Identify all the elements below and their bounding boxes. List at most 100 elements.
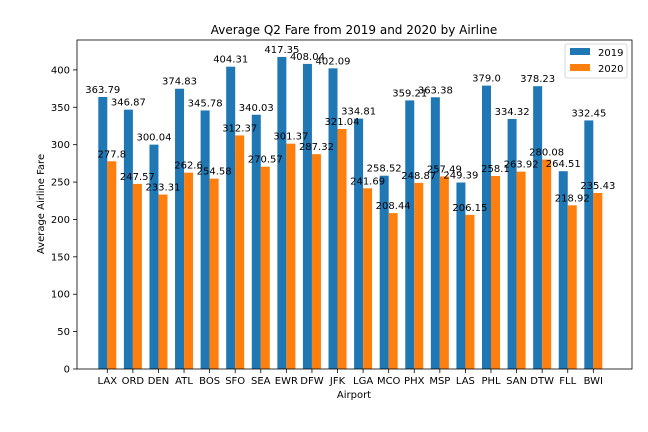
bar-2020-ewr — [286, 143, 296, 369]
bar-2019-bos — [200, 110, 210, 369]
bar-2019-jfk — [328, 68, 338, 369]
bar-2019-fll — [558, 171, 568, 369]
x-tick-label-bos: BOS — [199, 376, 220, 387]
data-label-2019-jfk: 402.09 — [316, 56, 351, 67]
data-label-2019-mco: 258.52 — [367, 164, 402, 175]
y-axis: 0 50 100 150 200 250 300 350 400 — [51, 65, 77, 376]
y-tick-label: 0 — [64, 365, 70, 376]
bars-group — [98, 56, 603, 370]
data-label-2019-den: 300.04 — [136, 133, 171, 144]
data-label-2020-bos: 254.58 — [197, 167, 232, 178]
y-axis-title: Average Airline Fare — [36, 154, 47, 254]
data-label-2020-dfw: 287.32 — [299, 142, 334, 153]
data-label-2020-lax: 277.8 — [97, 149, 126, 160]
bar-2019-san — [507, 119, 517, 370]
data-label-2020-san: 263.92 — [504, 160, 539, 171]
data-label-2019-san: 334.32 — [495, 107, 530, 118]
data-label-2020-msp: 257.49 — [427, 164, 462, 175]
data-label-2020-bwi: 235.43 — [580, 181, 615, 192]
legend: 2019 2020 — [564, 43, 628, 79]
data-label-2019-lax: 363.79 — [85, 85, 120, 96]
data-label-2019-dfw: 408.04 — [290, 52, 325, 63]
data-label-2019-phl: 379.0 — [472, 74, 501, 85]
chart-title: Average Q2 Fare from 2019 and 2020 by Ai… — [211, 23, 498, 37]
data-label-2019-msp: 363.38 — [418, 85, 453, 96]
x-axis: LAX ORD DEN ATL BOS SFO SEA EWR DFW JFK LGA MCO PHX M… — [98, 369, 603, 387]
data-label-2019-sfo: 404.31 — [213, 55, 248, 66]
y-tick-label: 50 — [57, 327, 70, 338]
bar-2020-lga — [363, 188, 373, 369]
bar-2020-fll — [567, 205, 577, 369]
bar-2019-den — [149, 144, 159, 369]
bar-2020-las — [465, 214, 475, 369]
x-tick-label-mco: MCO — [377, 376, 401, 387]
legend-label-2019: 2019 — [598, 48, 623, 59]
bar-2020-den — [158, 194, 168, 369]
legend-swatch-2020 — [570, 64, 590, 71]
bar-2019-sea — [251, 114, 261, 369]
data-label-2019-bos: 345.78 — [188, 98, 223, 109]
bar-2019-ord — [123, 109, 133, 369]
data-label-2020-mco: 208.44 — [376, 201, 411, 212]
data-label-2019-fll: 264.51 — [546, 159, 581, 170]
bar-2019-ewr — [277, 56, 287, 369]
data-label-2019-sea: 340.03 — [239, 103, 274, 114]
y-tick-label: 100 — [51, 290, 70, 301]
bar-2019-bwi — [584, 120, 594, 369]
data-label-2020-fll: 218.92 — [555, 193, 590, 204]
bar-2020-dtw — [542, 159, 552, 369]
bar-2019-mco — [379, 175, 389, 369]
y-tick-label: 400 — [51, 65, 70, 76]
x-tick-label-fll: FLL — [559, 376, 576, 387]
legend-label-2020: 2020 — [598, 64, 623, 75]
bar-2020-sea — [260, 166, 270, 369]
bar-2020-bwi — [593, 192, 603, 369]
x-tick-label-lga: LGA — [353, 376, 373, 387]
data-label-2020-sfo: 312.37 — [222, 123, 257, 134]
x-tick-label-dtw: DTW — [530, 376, 554, 387]
x-tick-label-jfk: JFK — [329, 376, 346, 387]
data-labels-group: 363.79 346.87 300.04 374.83 345.78 404.31 340.… — [85, 45, 615, 214]
y-tick-label: 300 — [51, 140, 70, 151]
x-tick-label-bwi: BWI — [584, 376, 603, 387]
bar-2019-atl — [175, 88, 185, 369]
data-label-2020-ord: 247.57 — [120, 172, 155, 183]
bar-2019-lax — [98, 96, 108, 369]
data-label-2020-jfk: 321.04 — [325, 117, 360, 128]
data-label-2020-dtw: 280.08 — [529, 148, 564, 159]
bar-2019-las — [456, 182, 466, 369]
data-label-2019-ord: 346.87 — [111, 98, 146, 109]
bar-2019-dtw — [533, 86, 543, 369]
y-tick-label: 350 — [51, 103, 70, 114]
data-label-2020-sea: 270.57 — [248, 155, 283, 166]
plot-frame — [76, 39, 633, 370]
x-tick-label-phx: PHX — [404, 376, 425, 387]
y-tick-label: 250 — [51, 178, 70, 189]
bar-2019-lga — [354, 118, 364, 370]
data-label-2019-ewr: 417.35 — [264, 45, 299, 56]
x-tick-label-sfo: SFO — [225, 376, 245, 387]
data-label-2020-phx: 248.87 — [401, 171, 436, 182]
bar-2020-jfk — [337, 128, 347, 369]
x-tick-label-atl: ATL — [175, 376, 193, 387]
y-tick-label: 200 — [51, 215, 70, 226]
data-label-2020-lga: 241.69 — [350, 176, 385, 187]
bar-2019-msp — [430, 97, 440, 369]
bar-2020-sfo — [235, 135, 245, 369]
bar-2020-atl — [184, 172, 194, 369]
bar-2020-san — [516, 171, 526, 369]
x-tick-label-phl: PHL — [481, 376, 501, 387]
x-tick-label-den: DEN — [148, 376, 170, 387]
bar-2020-lax — [107, 161, 117, 369]
x-tick-label-dfw: DFW — [300, 376, 323, 387]
bar-2020-mco — [388, 213, 398, 369]
x-tick-label-lax: LAX — [98, 376, 118, 387]
x-tick-label-msp: MSP — [429, 376, 450, 387]
x-tick-label-las: LAS — [456, 376, 475, 387]
y-tick-label: 150 — [51, 252, 70, 263]
bar-2020-phl — [491, 176, 500, 369]
x-tick-label-ord: ORD — [122, 376, 145, 387]
bar-2019-phl — [482, 85, 491, 370]
